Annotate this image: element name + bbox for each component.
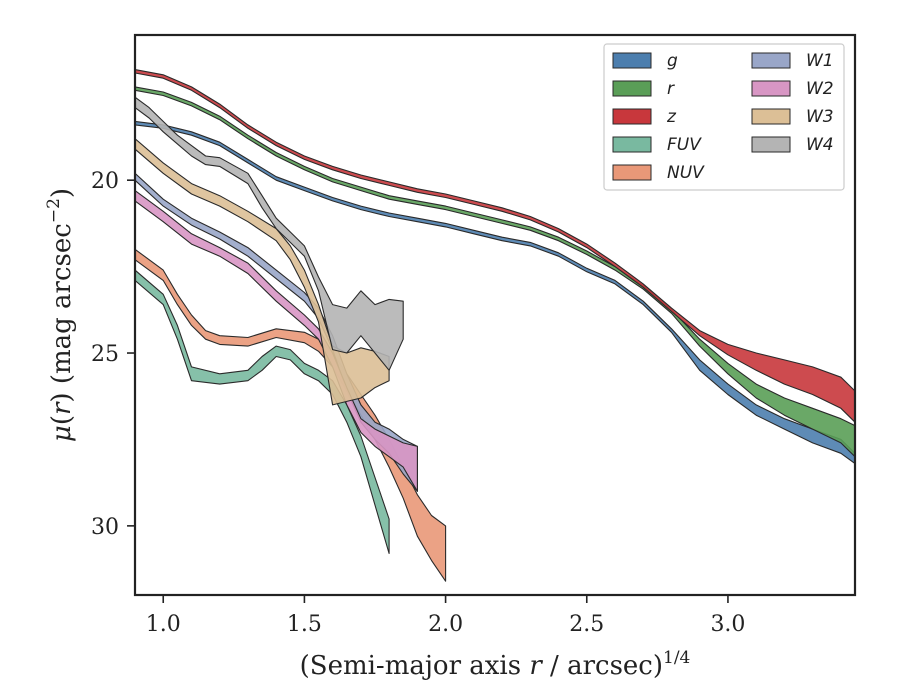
legend-swatch-z xyxy=(612,108,652,125)
legend-label-r: r xyxy=(667,79,675,99)
y-ticks: 20 25 30 xyxy=(91,169,135,540)
legend-label-nuv: NUV xyxy=(667,163,705,183)
y-axis-label-exp: −2 xyxy=(44,198,64,223)
series-band-nuv xyxy=(135,248,447,582)
legend-swatch-fuv xyxy=(612,136,652,153)
legend-label-z: z xyxy=(666,107,677,127)
legend-swatch-w2 xyxy=(751,80,791,97)
legend-swatch-w3 xyxy=(751,108,791,125)
legend-label-w2: W2 xyxy=(806,79,834,99)
y-tick-label: 20 xyxy=(91,169,119,194)
x-tick-label: 3.0 xyxy=(710,612,745,637)
series-band-w2 xyxy=(135,190,418,492)
x-ticks: 1.0 1.5 2.0 2.5 3.0 xyxy=(146,595,745,637)
series-band-r xyxy=(135,86,855,458)
legend-swatch-nuv xyxy=(612,164,652,181)
legend-label-fuv: FUV xyxy=(667,135,702,155)
y-axis-label: μ(r) (mag arcsec−2) xyxy=(44,188,77,442)
x-tick-label: 2.0 xyxy=(428,612,463,637)
legend-swatch-w1 xyxy=(751,52,791,69)
y-axis-label-unit: ) (mag arcsec xyxy=(47,223,77,402)
y-tick-label: 30 xyxy=(91,515,119,540)
y-tick-label: 25 xyxy=(91,342,119,367)
legend-label-w1: W1 xyxy=(806,51,834,71)
series-band-g xyxy=(135,120,855,465)
x-axis-label-main: (Semi-major axis xyxy=(300,651,530,681)
series-band-z xyxy=(135,69,855,423)
profile-areas xyxy=(135,69,855,582)
legend-label-w3: W3 xyxy=(806,107,834,127)
y-axis-label-mu: μ xyxy=(47,425,77,442)
legend-label-w4: W4 xyxy=(806,135,834,155)
legend: grz FUV NUV W1 W2 W3 W4 xyxy=(603,43,845,191)
legend-swatch-g xyxy=(612,52,652,69)
x-axis-label-exp: 1/4 xyxy=(663,648,690,668)
legend-label-g: g xyxy=(667,51,678,71)
series-band-fuv xyxy=(135,269,390,555)
x-axis-label-r: r xyxy=(529,651,543,681)
y-axis-label-close: ) xyxy=(47,188,77,198)
y-axis-label-open: ( xyxy=(47,415,77,425)
x-tick-label: 1.5 xyxy=(287,612,322,637)
x-tick-label: 2.5 xyxy=(569,612,604,637)
plot-frame xyxy=(133,33,857,597)
y-axis-label-r: r xyxy=(47,401,77,415)
x-axis-label: (Semi-major axis r / arcsec)1/4 xyxy=(300,648,691,681)
legend-swatch-r xyxy=(612,80,652,97)
x-tick-label: 1.0 xyxy=(146,612,181,637)
series-band-w4 xyxy=(135,96,404,371)
series-band-w3 xyxy=(135,138,390,406)
legend-swatch-w4 xyxy=(751,136,791,153)
x-axis-label-unit: / arcsec) xyxy=(542,651,663,681)
